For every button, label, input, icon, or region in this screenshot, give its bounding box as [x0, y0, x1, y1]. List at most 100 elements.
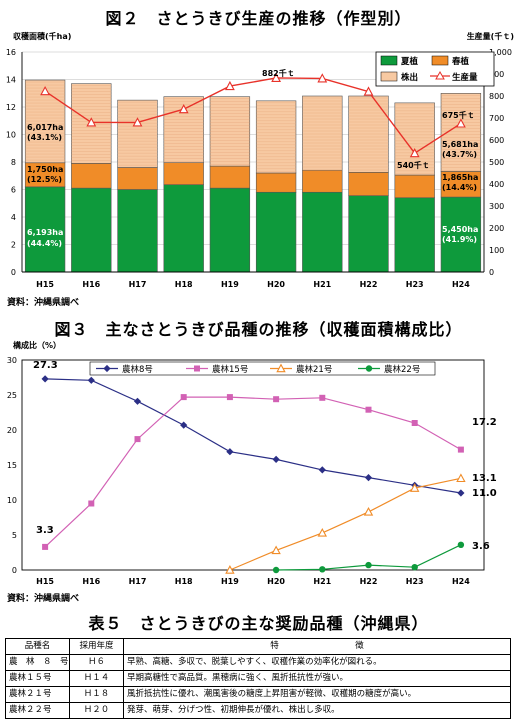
fig2-left-axis-title: 収穫面積(千ha)	[13, 31, 71, 41]
fig2-production-marker	[363, 86, 374, 96]
fig3-y-tick-label: 25	[7, 391, 17, 400]
fig3-marker-diamond	[364, 474, 373, 482]
fig2-annotation: 1,865ha	[442, 173, 478, 182]
variety-features: 風折抵抗性に優れ、潮風害後の糖度上昇阻害が軽微、収穫期の糖度が高い。	[123, 686, 511, 703]
fig3-x-tick-label: H18	[175, 577, 193, 586]
fig3-marker-diamond	[318, 466, 326, 474]
fig2-bar-segment	[348, 172, 389, 196]
fig3-marker-circle	[272, 566, 280, 574]
fig3-marker-square	[180, 394, 187, 401]
fig3-y-tick-label: 20	[7, 426, 17, 435]
figure3-chart: 構成比（%） 0 5 10 15 20 25 30 H15 H16 H17 H18 H19 H20 H21…	[7, 340, 497, 586]
variety-features: 早期高糖性で高品質。黒穂病に強く、風折抵抗性が強い。	[123, 670, 511, 687]
fig2-annotation-percent: (44.4%)	[27, 239, 62, 248]
fig2-bar-segment	[117, 99, 158, 168]
fig3-marker-square	[194, 365, 200, 372]
fig3-marker-triangle	[276, 363, 286, 373]
fig2-x-tick-label: H19	[221, 280, 239, 289]
fig2-bar-segment	[255, 100, 297, 174]
figure2-source: 資料：沖縄県調べ	[7, 298, 80, 308]
fig3-marker-square	[42, 543, 49, 550]
fig2-right-tick-label: 700	[489, 114, 504, 123]
fig3-x-tick-label: H21	[313, 577, 331, 586]
variety-name: 農林２１号	[5, 686, 70, 703]
fig3-legend-label: 農林8号	[122, 364, 153, 375]
fig2-right-tick-label: 400	[489, 180, 504, 189]
fig3-marker-diamond	[87, 376, 95, 384]
fig3-marker-circle	[319, 566, 326, 573]
fig3-x-tick-label: H20	[267, 577, 285, 586]
figure2-title: 図２ さとうきび生産の推移（作型別）	[105, 9, 412, 28]
fig3-legend-label: 農林21号	[296, 364, 332, 375]
fig3-data-label: 13.1	[472, 473, 497, 484]
fig2-production-marker	[178, 104, 189, 114]
fig3-marker-circle	[411, 564, 418, 571]
fig3-y-tick-label: 10	[7, 496, 17, 505]
header-variety: 品種名	[5, 638, 70, 655]
fig2-bar-segment	[71, 187, 112, 273]
fig2-x-tick-label: H18	[175, 280, 193, 289]
table-row: 農 林 ８ 号 Ｈ６ 早熟、高糖、多収で、脱葉しやすく、収穫作業の効率化が図れる…	[5, 654, 511, 671]
fig2-x-tick-label: H21	[313, 280, 331, 289]
fig2-annotation-percent: (43.7%)	[442, 150, 477, 159]
fig2-right-tick-label: 500	[489, 158, 504, 167]
fig3-x-tick-label: H16	[82, 577, 100, 586]
fig2-left-tick-label: 0	[11, 268, 16, 277]
fig3-x-tick-label: H24	[452, 577, 470, 586]
fig2-production-marker	[455, 118, 466, 128]
fig2-annotation: 882千ｔ	[262, 68, 295, 78]
figure3-title: 図３ 主なさとうきび品種の推移（収穫面積構成比）	[54, 320, 463, 339]
fig2-annotation: 5,450ha	[442, 225, 478, 234]
fig2-x-tick-label: H23	[406, 280, 424, 289]
fig3-marker-triangle	[271, 545, 281, 555]
fig2-bar-segment	[255, 172, 297, 193]
fig3-y-tick-label: 5	[12, 531, 17, 540]
table-row: 農林１５号 Ｈ１４ 早期高糖性で高品質。黒穂病に強く、風折抵抗性が強い。	[5, 670, 511, 687]
fig2-bar-segment	[24, 162, 66, 188]
legend-label-summer: 夏植	[400, 56, 419, 67]
fig3-marker-triangle	[225, 565, 235, 574]
fig3-x-tick-label: H23	[406, 577, 424, 586]
fig2-annotation-percent: (43.1%)	[27, 133, 62, 142]
fig3-marker-diamond	[103, 364, 111, 373]
table-header-row: 品種名 採用年度 特 徴	[5, 638, 511, 655]
fig3-marker-square	[134, 436, 141, 443]
fig3-plot-frame	[21, 359, 485, 571]
fig3-data-label: 3.6	[472, 541, 490, 552]
fig2-bar-segment	[302, 191, 343, 273]
fig2-left-tick-label: 2	[11, 241, 16, 250]
adoption-year: Ｈ１４	[69, 670, 124, 687]
fig3-y-tick-label: 0	[12, 566, 17, 575]
legend-label-spring: 春植	[451, 56, 470, 67]
fig3-marker-triangle	[456, 473, 466, 483]
fig2-bar-segment	[440, 196, 482, 273]
fig3-marker-square	[273, 396, 280, 403]
fig2-bar-segment	[71, 163, 112, 189]
fig2-production-marker	[271, 72, 282, 83]
fig2-bar-segment	[440, 171, 482, 198]
fig2-bar-segment	[348, 195, 389, 273]
fig3-y-tick-label: 15	[7, 461, 17, 470]
fig2-left-tick-label: 16	[6, 48, 16, 57]
fig3-marker-diamond	[41, 375, 49, 383]
fig2-annotation-percent: (14.4%)	[442, 183, 477, 192]
fig3-marker-circle	[365, 561, 372, 569]
fig3-marker-triangle	[363, 506, 374, 516]
fig3-marker-circle	[457, 541, 465, 548]
fig3-y-tick-label: 30	[7, 356, 17, 365]
fig2-right-tick-label: 800	[489, 92, 504, 101]
fig3-marker-triangle	[317, 527, 328, 537]
table-row: 農林２２号 Ｈ２０ 発芽、萌芽、分げつ性、初期伸長が優れ、株出し多収。	[5, 702, 511, 719]
variety-features: 早熟、高糖、多収で、脱葉しやすく、収穫作業の効率化が図れる。	[123, 654, 511, 671]
fig2-left-tick-label: 12	[6, 103, 16, 112]
fig2-bar-segment	[209, 187, 251, 273]
fig2-x-tick-label: H16	[82, 280, 100, 289]
fig2-bar-segment	[117, 167, 158, 190]
header-features: 特 徴	[123, 638, 511, 655]
fig2-production-marker	[409, 148, 420, 158]
fig2-bar-segment	[394, 174, 435, 199]
variety-name: 農 林 ８ 号	[5, 654, 70, 671]
fig3-marker-diamond	[272, 455, 280, 463]
fig2-production-line	[44, 77, 462, 155]
fig2-bar-segment	[394, 197, 435, 273]
